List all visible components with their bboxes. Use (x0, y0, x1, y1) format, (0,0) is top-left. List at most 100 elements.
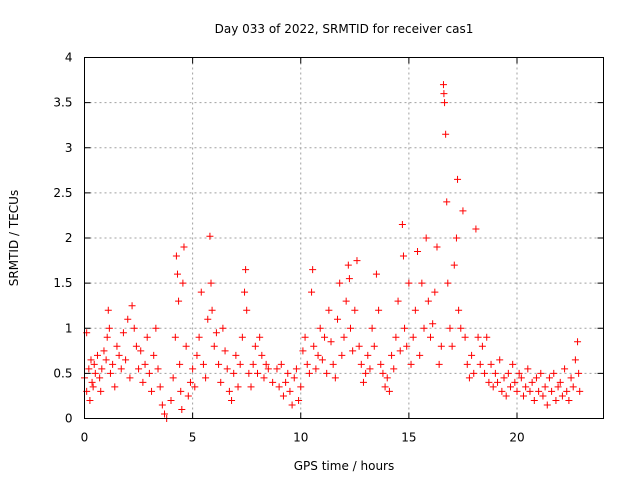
x-tick-label: 10 (293, 431, 308, 445)
data-point (440, 90, 448, 98)
data-point (571, 356, 579, 364)
data-point (362, 369, 370, 377)
data-point (202, 374, 210, 382)
data-point (98, 365, 106, 373)
data-point (217, 378, 225, 386)
data-point (126, 374, 134, 382)
data-point (195, 333, 203, 341)
data-point (173, 270, 181, 278)
data-point (115, 351, 123, 359)
data-point (145, 369, 153, 377)
data-point (368, 324, 376, 332)
data-point (184, 392, 192, 400)
data-point (88, 378, 96, 386)
data-point (260, 374, 268, 382)
x-tick-label: 5 (189, 431, 197, 445)
data-point (489, 383, 497, 391)
data-point (385, 387, 393, 395)
data-point (191, 383, 199, 391)
data-point (418, 279, 426, 287)
data-point (91, 369, 99, 377)
data-point (119, 329, 127, 337)
data-point (180, 243, 188, 251)
data-point (279, 392, 287, 400)
data-point (476, 360, 484, 368)
data-point (297, 383, 305, 391)
data-point (178, 405, 186, 413)
data-point (97, 387, 105, 395)
data-point (219, 324, 227, 332)
data-point (526, 387, 534, 395)
data-point (193, 351, 201, 359)
data-point (189, 365, 197, 373)
data-point (424, 297, 432, 305)
data-point (422, 234, 430, 242)
data-point (282, 378, 290, 386)
data-point (158, 401, 166, 409)
data-point (137, 347, 145, 355)
y-tick-label: 1.5 (53, 276, 72, 290)
data-point (177, 387, 185, 395)
data-point (554, 383, 562, 391)
data-point (403, 342, 411, 350)
data-point (139, 378, 147, 386)
x-tick-labels: 0 5 10 15 20 (81, 431, 525, 445)
data-point (457, 324, 465, 332)
data-point (439, 81, 447, 89)
data-point (396, 347, 404, 355)
y-tick-label: 2.5 (53, 186, 72, 200)
x-tick-label: 15 (401, 431, 416, 445)
data-point (517, 374, 525, 382)
data-point (148, 387, 156, 395)
data-point (329, 360, 337, 368)
data-point (93, 351, 101, 359)
data-point (357, 360, 365, 368)
data-point (323, 369, 331, 377)
data-point (414, 248, 422, 256)
data-point (154, 365, 162, 373)
data-point (230, 369, 238, 377)
data-point (575, 369, 583, 377)
data-point (498, 387, 506, 395)
data-point (286, 387, 294, 395)
data-point (552, 396, 560, 404)
data-point (558, 392, 566, 400)
y-tick-label: 0 (65, 412, 73, 426)
data-point (502, 392, 510, 400)
data-point (487, 360, 495, 368)
data-point (344, 261, 352, 269)
data-point (433, 243, 441, 251)
data-point (340, 333, 348, 341)
data-point (113, 342, 121, 350)
data-point (444, 279, 452, 287)
data-point (539, 392, 547, 400)
data-point (150, 351, 158, 359)
data-point (86, 396, 94, 404)
data-point (379, 369, 387, 377)
data-point (232, 351, 240, 359)
data-point (256, 333, 264, 341)
data-point (561, 365, 569, 373)
y-tick-label: 2 (65, 231, 73, 245)
data-point (530, 396, 538, 404)
data-point (494, 378, 502, 386)
data-point (429, 320, 437, 328)
data-point (316, 324, 324, 332)
data-point (338, 351, 346, 359)
data-point (372, 270, 380, 278)
data-point (483, 333, 491, 341)
data-point (309, 266, 317, 274)
data-point (152, 324, 160, 332)
data-point (405, 279, 413, 287)
chart-title: Day 033 of 2022, SRMTID for receiver cas… (215, 22, 474, 36)
data-point (359, 378, 367, 386)
data-point (541, 383, 549, 391)
data-point (308, 288, 316, 296)
data-point (349, 347, 357, 355)
data-point (310, 342, 318, 350)
data-point (327, 338, 335, 346)
data-point (111, 383, 119, 391)
data-point (524, 365, 532, 373)
data-point (465, 374, 473, 382)
data-point (381, 383, 389, 391)
